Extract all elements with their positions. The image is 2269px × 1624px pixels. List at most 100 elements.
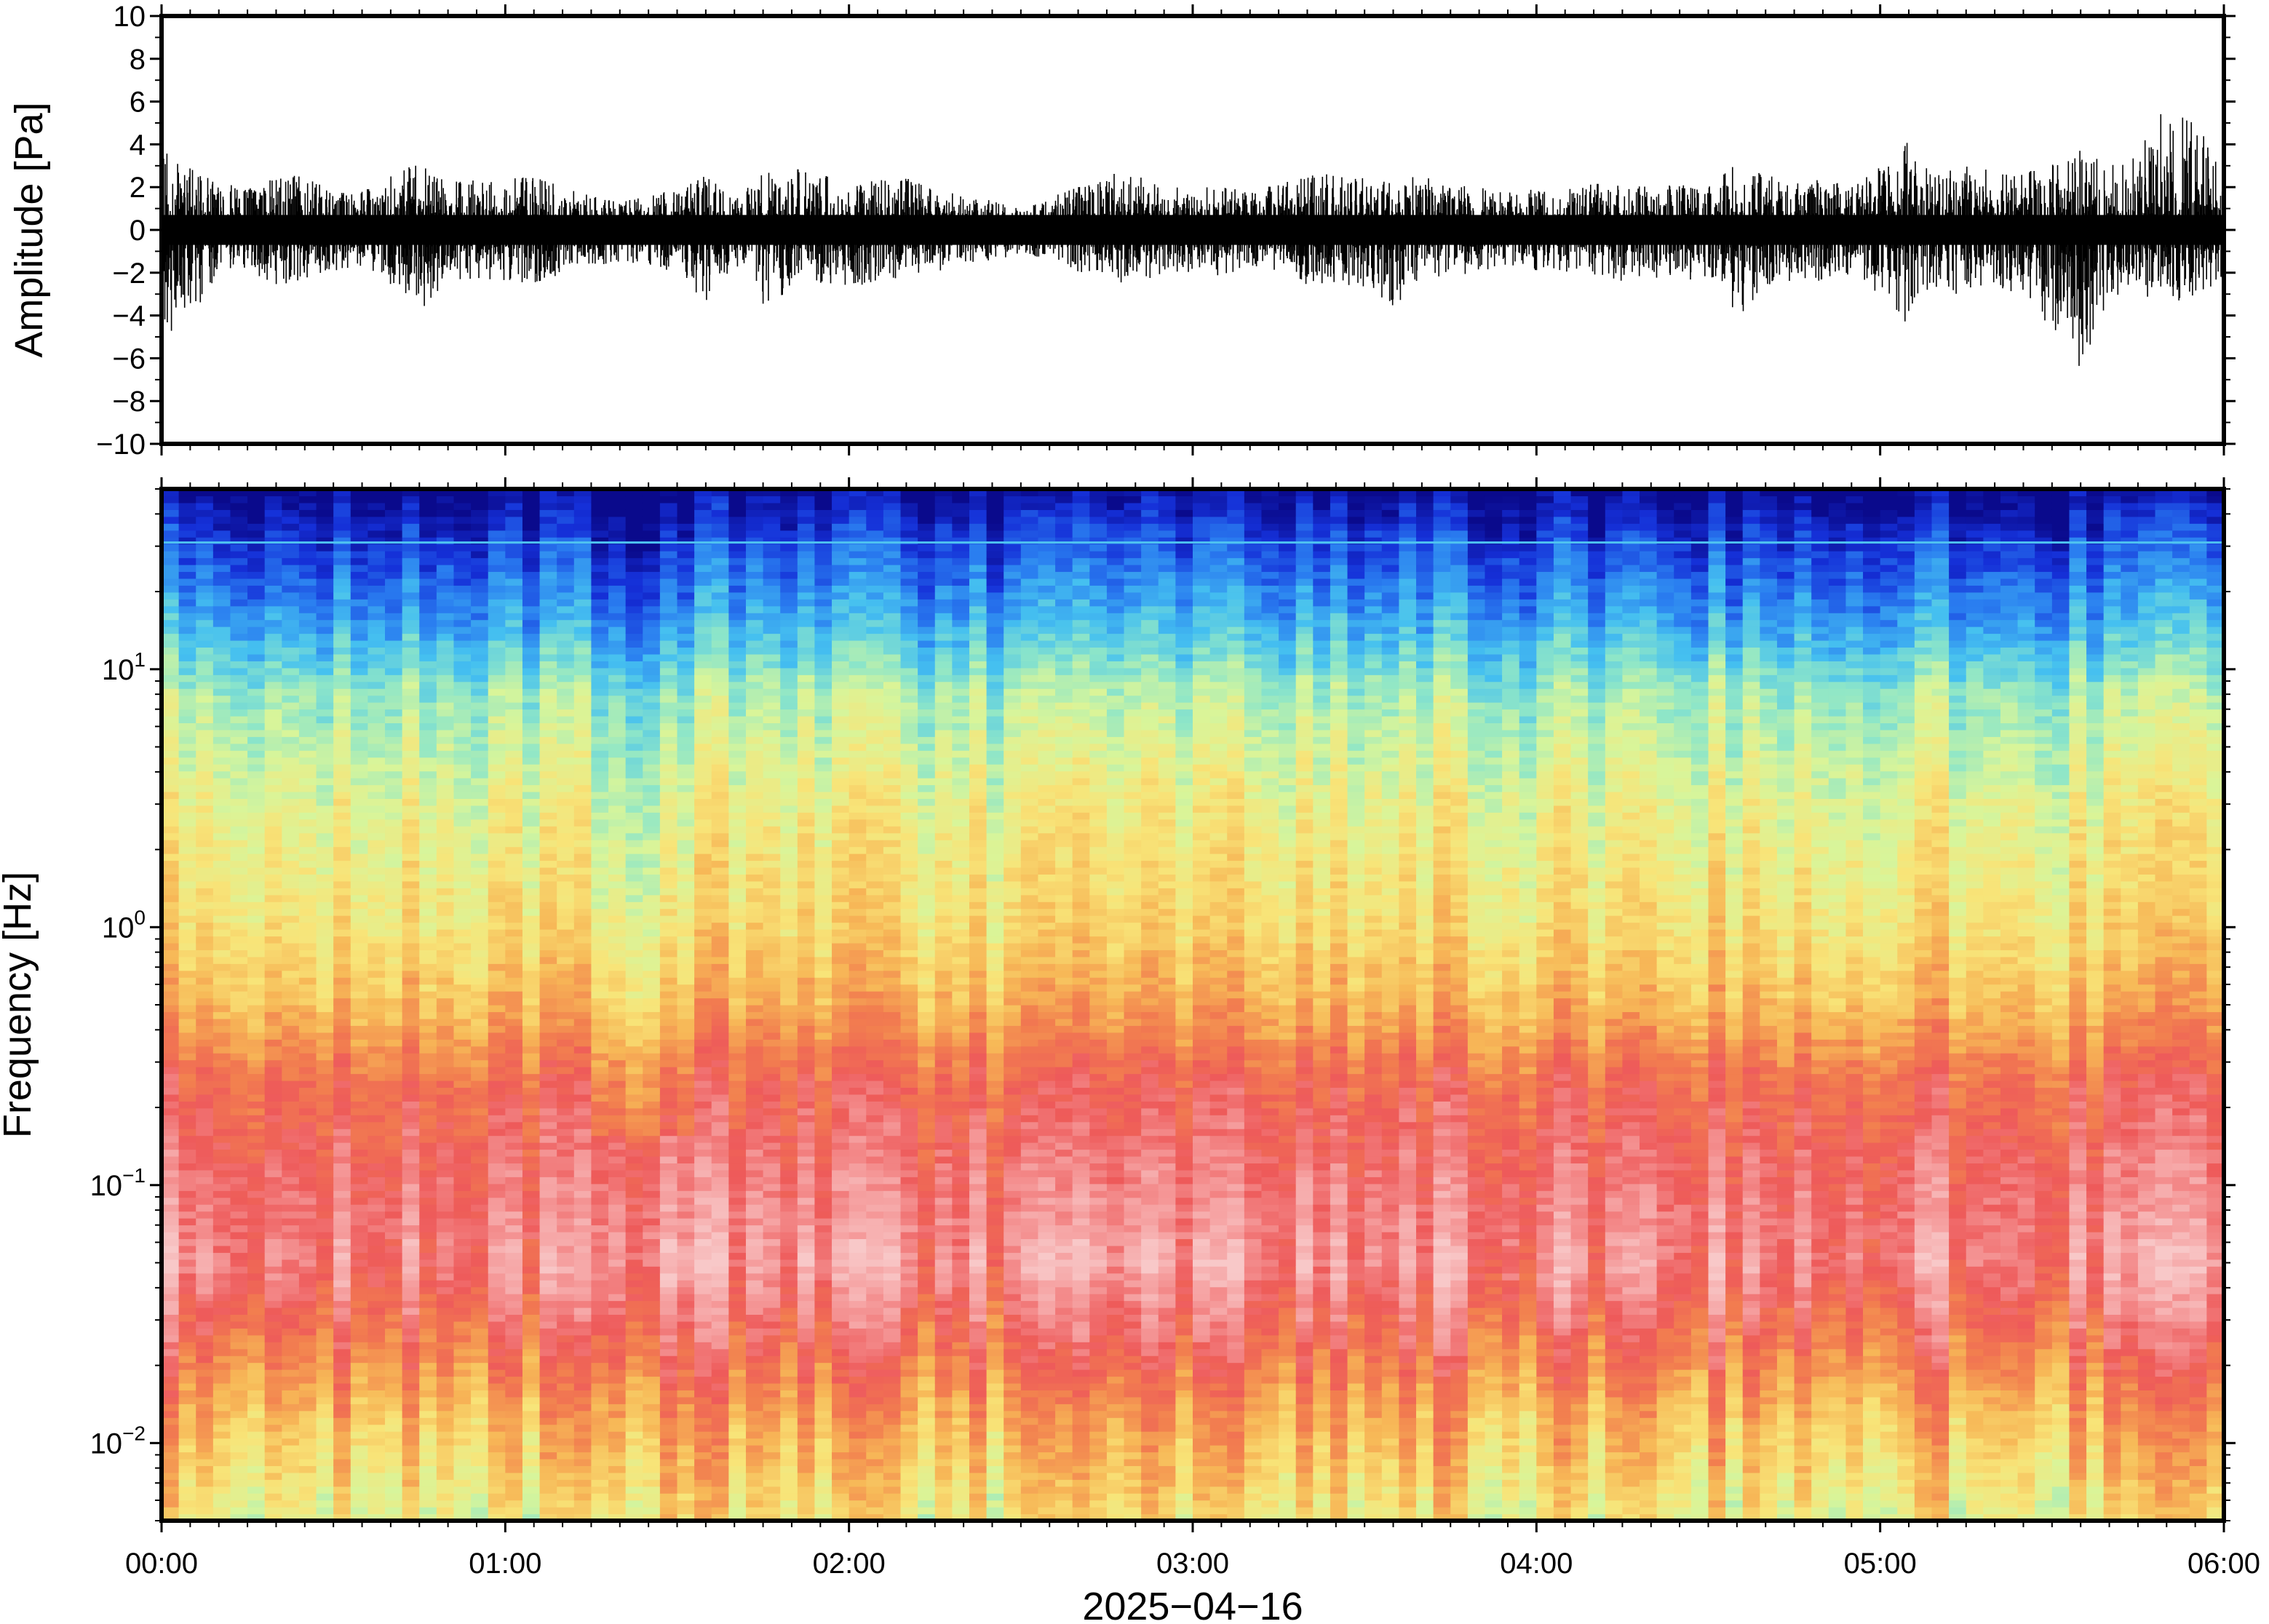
spectrogram-cell bbox=[643, 901, 660, 909]
spectrogram-cell bbox=[505, 971, 522, 978]
spectrogram-cell bbox=[626, 1321, 643, 1329]
spectrogram-cell bbox=[333, 833, 351, 840]
spectrogram-cell bbox=[333, 578, 351, 586]
spectrogram-cell bbox=[162, 984, 179, 992]
spectrogram-cell bbox=[265, 1314, 282, 1321]
spectrogram-cell bbox=[162, 1005, 179, 1012]
spectrogram-cell bbox=[453, 792, 471, 799]
spectrogram-cell bbox=[333, 895, 351, 902]
spectrogram-cell bbox=[643, 571, 660, 578]
spectrogram-cell bbox=[196, 674, 213, 682]
spectrogram-cell bbox=[471, 998, 488, 1006]
spectrogram-cell bbox=[643, 1307, 660, 1315]
spectrogram-cell bbox=[196, 1156, 213, 1163]
spectrogram-cell bbox=[196, 1074, 213, 1081]
spectrogram-cell bbox=[488, 1356, 506, 1363]
spectrogram-cell bbox=[162, 757, 179, 765]
spectrogram-cell bbox=[574, 929, 592, 936]
spectrogram-cell bbox=[196, 1005, 213, 1012]
spectrogram-cell bbox=[660, 620, 677, 627]
spectrogram-cell bbox=[419, 1053, 437, 1060]
spectrogram-cell bbox=[247, 1452, 265, 1459]
spectrogram-cell bbox=[522, 1074, 540, 1081]
spectrogram-cell bbox=[471, 654, 488, 661]
spectrogram-cell bbox=[230, 1142, 247, 1150]
spectrogram-cell bbox=[505, 757, 522, 765]
spectrogram-cell bbox=[540, 1005, 557, 1012]
spectrogram-cell bbox=[385, 558, 402, 565]
spectrogram-cell bbox=[230, 1356, 247, 1363]
spectrogram-cell bbox=[437, 1431, 454, 1438]
spectrogram-cell bbox=[677, 530, 695, 538]
spectrogram-cell bbox=[643, 757, 660, 765]
spectrogram-cell bbox=[213, 661, 231, 668]
spectrogram-cell bbox=[419, 784, 437, 792]
spectrogram-cell bbox=[591, 1080, 608, 1088]
spectrogram-cell bbox=[694, 888, 712, 895]
spectrogram-cell bbox=[351, 1115, 368, 1122]
spectrogram-cell bbox=[213, 620, 231, 627]
spectrogram-cell bbox=[299, 860, 317, 867]
spectrogram-cell bbox=[402, 1053, 420, 1060]
spectrogram-cell bbox=[402, 1142, 420, 1150]
spectrogram-cell bbox=[196, 1129, 213, 1136]
spectrogram-cell bbox=[179, 716, 196, 723]
spectrogram-cell bbox=[591, 620, 608, 627]
spectrogram-cell bbox=[317, 702, 334, 709]
spectrogram-cell bbox=[419, 778, 437, 785]
spectrogram-cell bbox=[282, 1465, 299, 1473]
spectrogram-cell bbox=[179, 1404, 196, 1411]
spectrogram-cell bbox=[402, 1067, 420, 1074]
spectrogram-cell bbox=[179, 674, 196, 682]
spectrogram-cell bbox=[557, 1280, 574, 1287]
spectrogram-cell bbox=[179, 634, 196, 641]
spectrogram-cell bbox=[213, 1307, 231, 1315]
spectrogram-cell bbox=[540, 1431, 557, 1438]
spectrogram-cell bbox=[419, 1473, 437, 1480]
spectrogram-cell bbox=[351, 1170, 368, 1177]
spectrogram-cell bbox=[626, 1342, 643, 1349]
spectrogram-cell bbox=[317, 901, 334, 909]
spectrogram-cell bbox=[626, 1204, 643, 1211]
spectrogram-cell bbox=[660, 1218, 677, 1225]
spectrogram-cell bbox=[317, 1252, 334, 1259]
spectrogram-cell bbox=[419, 1039, 437, 1046]
spectrogram-cell bbox=[247, 1060, 265, 1067]
spectrogram-cell bbox=[333, 1204, 351, 1211]
spectrogram-cell bbox=[385, 647, 402, 654]
spectrogram-cell bbox=[557, 998, 574, 1006]
spectrogram-cell bbox=[608, 744, 626, 751]
spectrogram-cell bbox=[488, 784, 506, 792]
spectrogram-cell bbox=[299, 626, 317, 634]
spectrogram-cell bbox=[213, 1411, 231, 1418]
spectrogram-cell bbox=[333, 881, 351, 888]
spectrogram-cell bbox=[317, 867, 334, 875]
spectrogram-cell bbox=[213, 682, 231, 689]
spectrogram-cell bbox=[471, 1211, 488, 1219]
spectrogram-cell bbox=[488, 943, 506, 950]
spectrogram-cell bbox=[591, 950, 608, 957]
spectrogram-cell bbox=[247, 1259, 265, 1267]
spectrogram-cell bbox=[247, 634, 265, 641]
spectrogram-cell bbox=[299, 509, 317, 517]
spectrogram-cell bbox=[162, 551, 179, 558]
spectrogram-cell bbox=[367, 1039, 385, 1046]
spectrogram-cell bbox=[333, 1383, 351, 1390]
spectrogram-cell bbox=[419, 530, 437, 538]
spectrogram-cell bbox=[230, 654, 247, 661]
spectrogram-cell bbox=[419, 771, 437, 779]
spectrogram-cell bbox=[247, 1411, 265, 1418]
spectrogram-cell bbox=[265, 744, 282, 751]
spectrogram-cell bbox=[660, 1060, 677, 1067]
spectrogram-cell bbox=[540, 1238, 557, 1246]
spectrogram-cell bbox=[626, 565, 643, 572]
spectrogram-cell bbox=[626, 1404, 643, 1411]
spectrogram-cell bbox=[557, 1287, 574, 1294]
spectrogram-cell bbox=[333, 901, 351, 909]
spectrogram-cell bbox=[213, 1246, 231, 1253]
spectrogram-cell bbox=[419, 1459, 437, 1466]
spectrogram-cell bbox=[196, 544, 213, 552]
spectrogram-cell bbox=[626, 613, 643, 620]
spectrogram-cell bbox=[557, 909, 574, 916]
spectrogram-cell bbox=[488, 840, 506, 847]
